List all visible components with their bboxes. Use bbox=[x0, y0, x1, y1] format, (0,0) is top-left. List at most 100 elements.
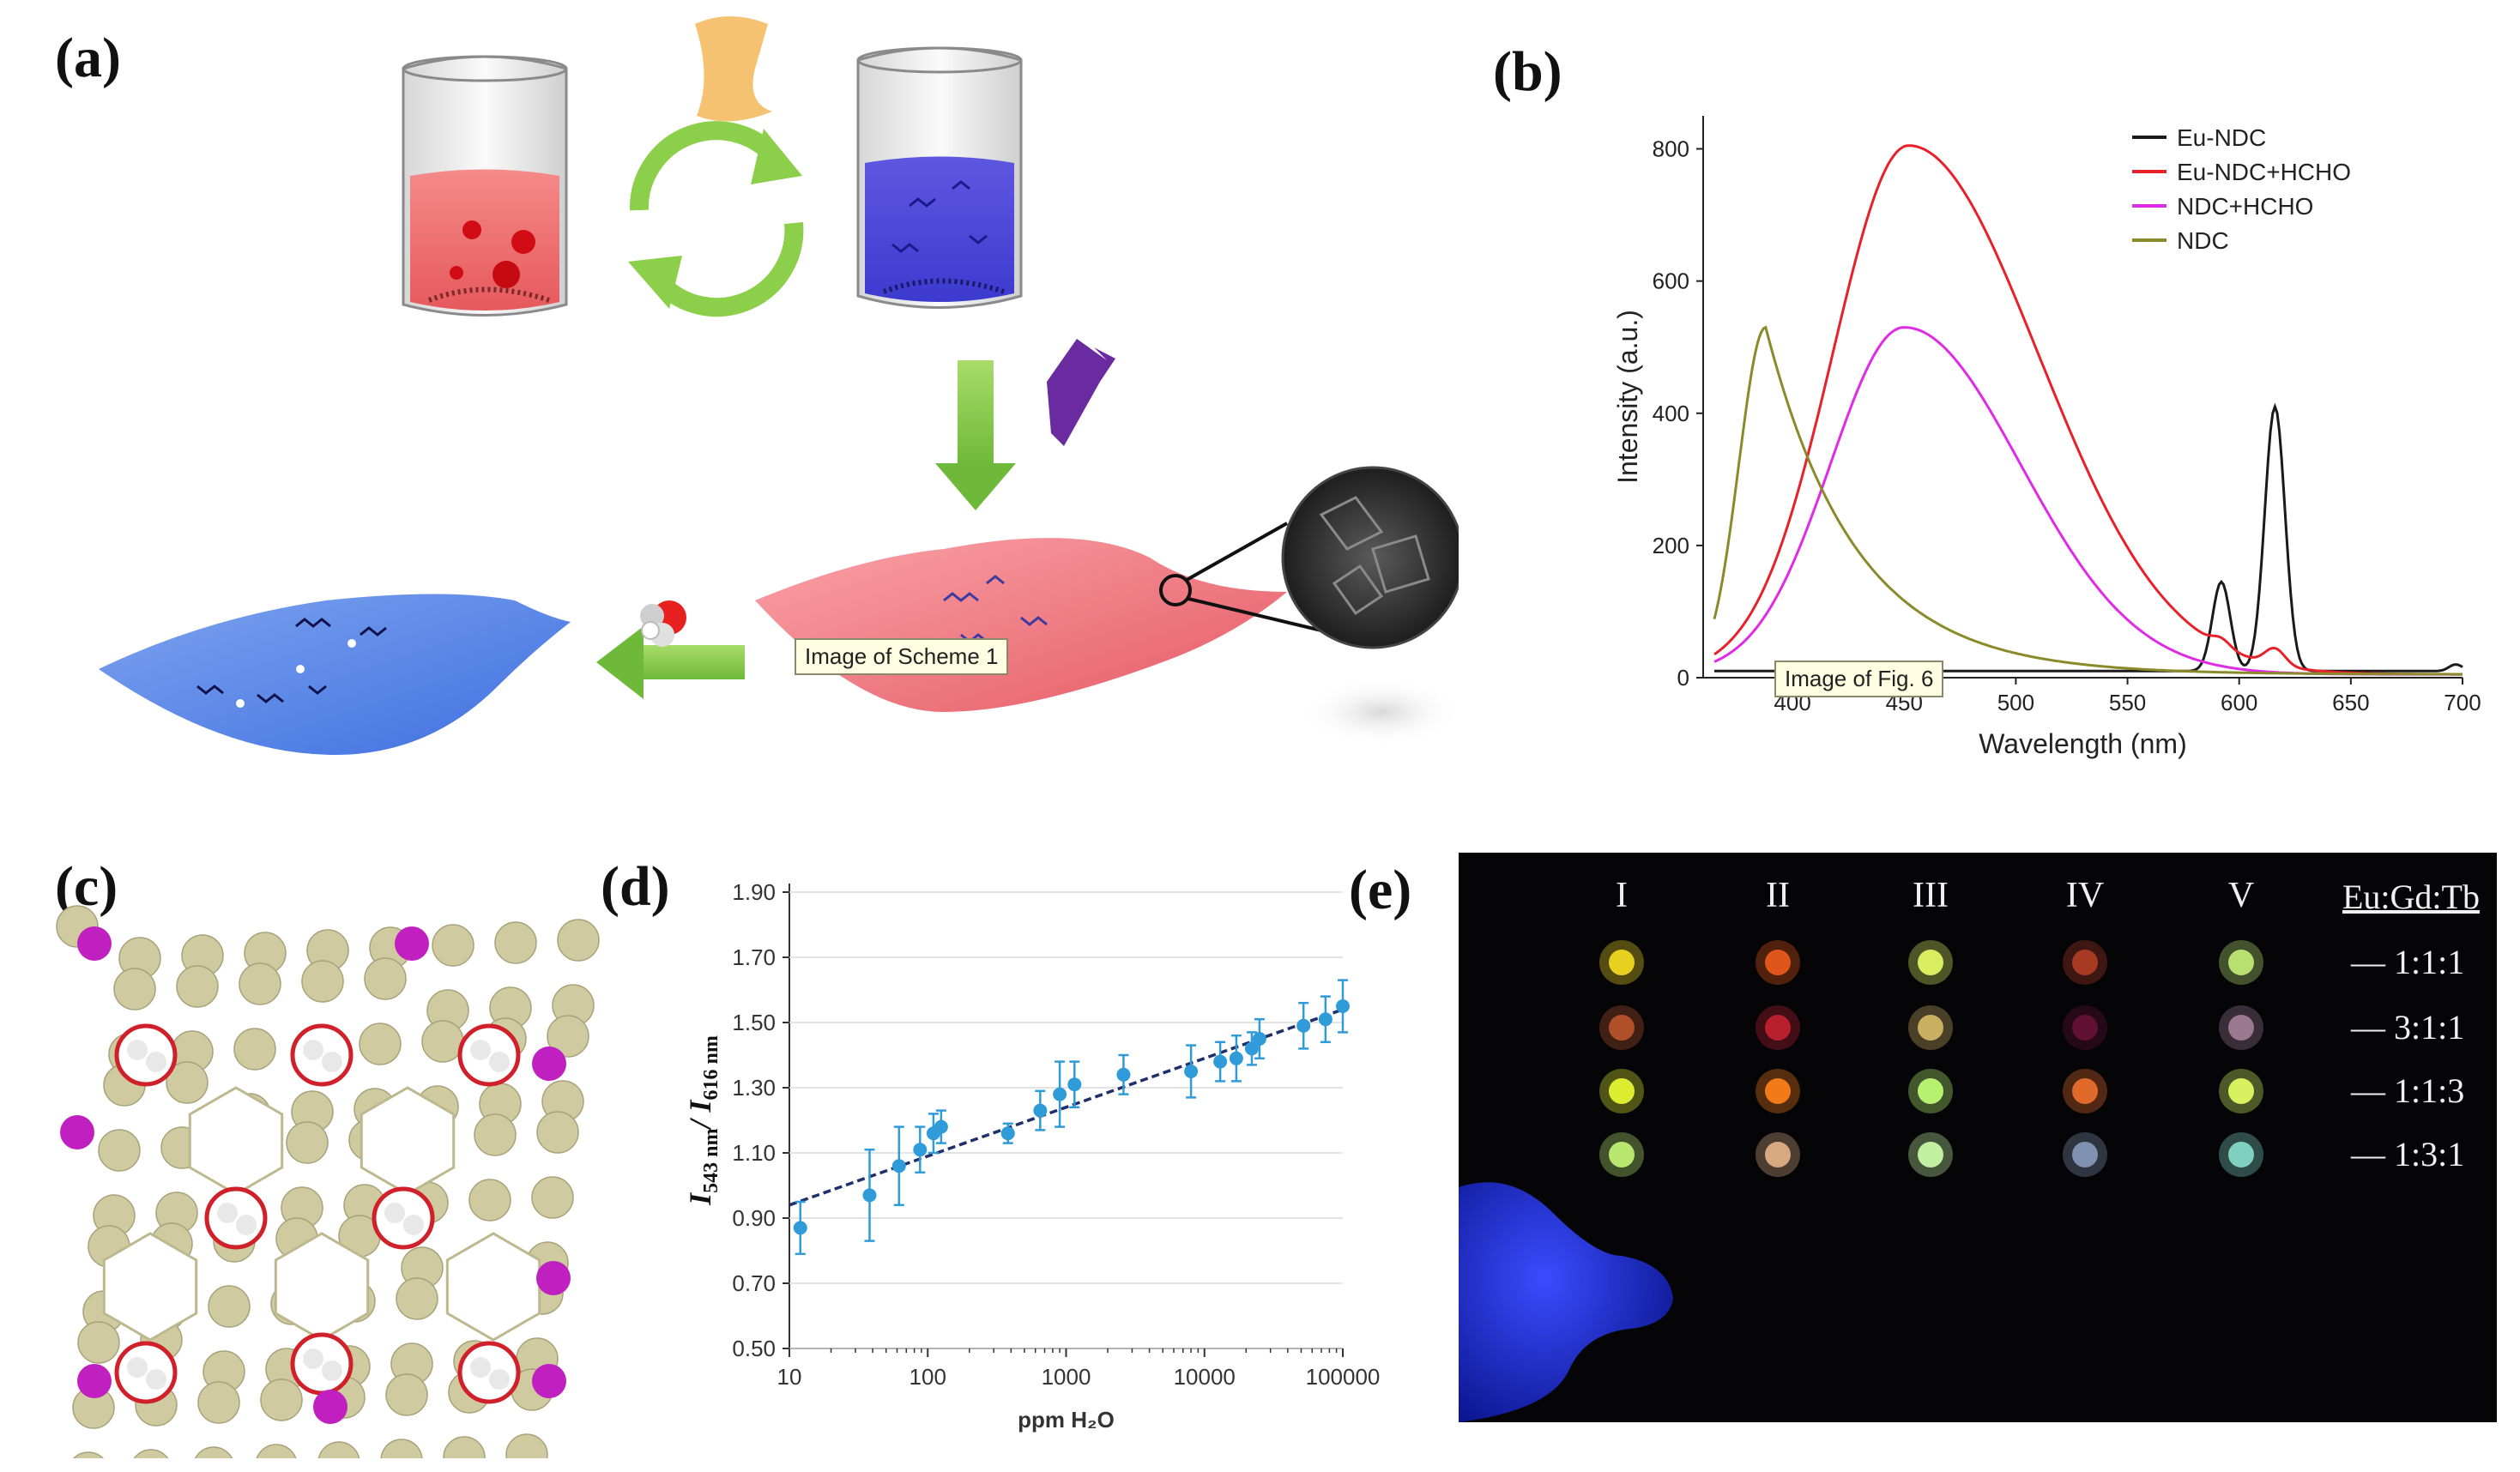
luminescence-photo: I II III IV V Eu:Gd:Tb — 1:1:1— 3:1:1— 1:1:3… bbox=[1459, 853, 2497, 1422]
framework-atom bbox=[494, 921, 537, 964]
metal-atom bbox=[303, 1040, 323, 1060]
y-tick-label: 1.10 bbox=[732, 1140, 776, 1166]
panel-label-a: (a) bbox=[55, 27, 121, 89]
y-tick-label: 1.70 bbox=[732, 944, 776, 970]
framework-atom bbox=[208, 1285, 251, 1328]
sample-dot bbox=[2072, 1142, 2098, 1167]
y-tick-label: 0.90 bbox=[732, 1205, 776, 1231]
terminal-atom bbox=[532, 1047, 566, 1081]
framework-atom bbox=[77, 1321, 120, 1364]
data-point bbox=[1244, 1041, 1259, 1056]
metal-atom bbox=[384, 1203, 405, 1223]
metal-atom bbox=[217, 1203, 238, 1223]
data-point bbox=[1336, 999, 1350, 1013]
cycle-arrows bbox=[628, 121, 804, 317]
metal-atom bbox=[403, 1215, 424, 1235]
x-tick-label: 100000 bbox=[1306, 1364, 1381, 1390]
framework-atom bbox=[531, 1176, 574, 1219]
framework-atom bbox=[197, 1381, 240, 1424]
metal-atom bbox=[146, 1369, 166, 1390]
framework-atom bbox=[194, 1446, 233, 1458]
column-label: V bbox=[2227, 876, 2255, 915]
framework-atom bbox=[474, 1113, 517, 1156]
framework-atom bbox=[286, 1121, 329, 1164]
sample-dot bbox=[2072, 1078, 2098, 1104]
metal-atom bbox=[303, 1348, 323, 1369]
data-point bbox=[793, 1221, 807, 1235]
y-axis-label-part: 543 nm bbox=[700, 1128, 722, 1192]
framework-atom bbox=[385, 1373, 428, 1416]
formaldehyde-molecule-icon bbox=[640, 600, 686, 647]
framework-atom bbox=[260, 1378, 303, 1421]
ratio-label: — 1:3:1 bbox=[2351, 1135, 2465, 1173]
framework-atom bbox=[443, 1436, 486, 1458]
sample-dot bbox=[2228, 950, 2254, 975]
x-tick-label: 100 bbox=[909, 1364, 946, 1390]
ratio-header: Eu:Gd:Tb bbox=[2342, 878, 2480, 916]
framework-atom bbox=[432, 924, 474, 967]
framework-atom bbox=[113, 968, 156, 1010]
data-point bbox=[913, 1143, 928, 1157]
y-tick-label: 0.70 bbox=[732, 1270, 776, 1296]
sample-dot bbox=[2072, 1015, 2098, 1041]
sample-dot bbox=[2228, 1015, 2254, 1041]
data-point bbox=[1116, 1067, 1131, 1082]
terminal-atom bbox=[313, 1390, 347, 1424]
ratio-label: — 1:1:1 bbox=[2351, 943, 2465, 981]
column-label: III bbox=[1913, 876, 1949, 915]
panel-label-b: (b) bbox=[1493, 40, 1562, 103]
framework-atom bbox=[301, 960, 344, 1003]
down-arrow bbox=[935, 360, 1016, 510]
data-point bbox=[1252, 1032, 1266, 1046]
sample-dot bbox=[1609, 1078, 1635, 1104]
data-point bbox=[1033, 1103, 1048, 1118]
metal-atom bbox=[489, 1369, 510, 1390]
metal-atom bbox=[322, 1360, 342, 1381]
scheme-illustration bbox=[99, 16, 1459, 755]
sample-dot bbox=[1609, 1015, 1635, 1041]
data-point bbox=[862, 1188, 877, 1203]
framework-atom bbox=[176, 965, 219, 1008]
ratio-label: — 1:1:3 bbox=[2351, 1071, 2465, 1110]
crystal-structure bbox=[56, 905, 600, 1458]
y-axis-label: I543 nm/ I616 nm bbox=[683, 1035, 722, 1206]
sample-dot bbox=[1765, 1078, 1791, 1104]
y-axis-label-part: I bbox=[683, 1191, 717, 1206]
left-arrow bbox=[596, 626, 745, 699]
ratio-label: — 3:1:1 bbox=[2351, 1008, 2465, 1047]
framework-atom bbox=[98, 1129, 141, 1172]
framework-atom bbox=[536, 1111, 579, 1154]
data-point bbox=[1067, 1077, 1082, 1092]
sample-dot bbox=[1918, 1015, 1943, 1041]
terminal-atom bbox=[60, 1115, 94, 1149]
framework-atom bbox=[359, 1023, 402, 1065]
light-bolt-icon bbox=[1047, 339, 1115, 446]
framework-atom bbox=[557, 919, 600, 962]
sample-dot bbox=[1918, 1142, 1943, 1167]
terminal-atom bbox=[77, 926, 112, 961]
sample-dot bbox=[2072, 950, 2098, 975]
terminal-atom bbox=[532, 1364, 566, 1398]
data-point bbox=[1296, 1018, 1311, 1033]
data-point bbox=[891, 1159, 906, 1173]
x-axis-label: ppm H₂O bbox=[1018, 1407, 1115, 1433]
data-point bbox=[1000, 1126, 1015, 1141]
fit-line bbox=[789, 1008, 1344, 1207]
tooltip-fig[interactable]: Image of Fig. 6 bbox=[1774, 661, 1944, 697]
sample-dot bbox=[1765, 950, 1791, 975]
reagent-ribbon bbox=[695, 16, 772, 122]
framework-atom bbox=[547, 1015, 589, 1058]
framework-atom bbox=[73, 1451, 104, 1458]
tooltip-scheme[interactable]: Image of Scheme 1 bbox=[795, 638, 1009, 675]
sample-dot bbox=[2228, 1142, 2254, 1167]
sample-dot bbox=[1765, 1142, 1791, 1167]
framework-atom bbox=[166, 1061, 208, 1104]
metal-atom bbox=[146, 1052, 166, 1072]
pore bbox=[445, 1232, 541, 1342]
column-label: II bbox=[1766, 876, 1790, 915]
metal-atom bbox=[322, 1052, 342, 1072]
data-point bbox=[1229, 1051, 1243, 1065]
framework-atom bbox=[396, 1277, 438, 1320]
sample-dot bbox=[1609, 1142, 1635, 1167]
